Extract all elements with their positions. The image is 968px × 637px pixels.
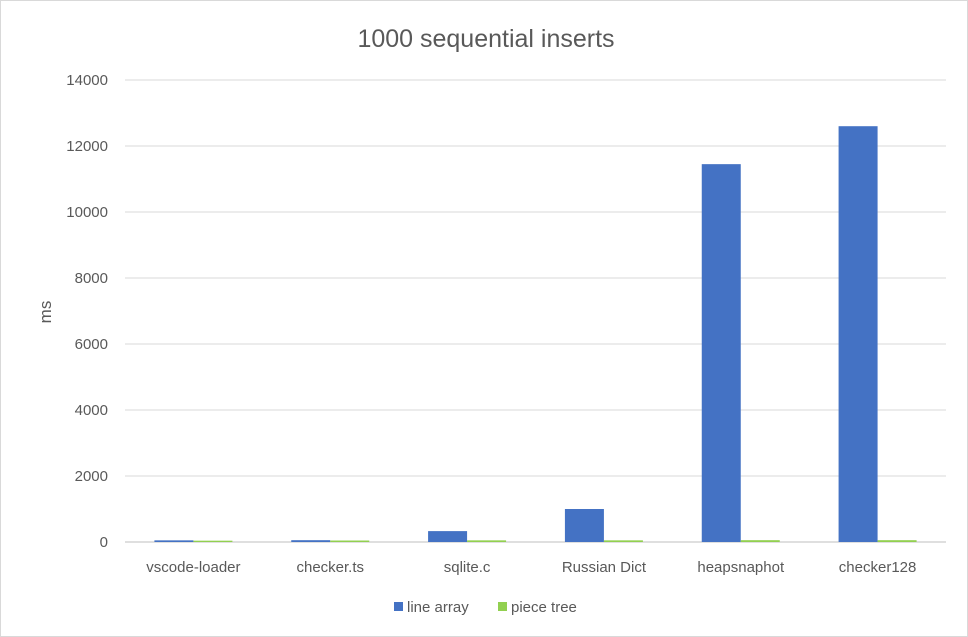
legend-label-piece-tree: piece tree — [511, 599, 577, 616]
y-axis-title: ms — [36, 301, 55, 324]
bar-line-array-1 — [291, 540, 331, 542]
y-tick-label: 4000 — [75, 402, 108, 419]
y-tick-label: 14000 — [66, 72, 108, 89]
legend: line array piece tree — [394, 599, 577, 616]
y-tick-label: 0 — [100, 534, 108, 551]
axis-labels: 0 2000 4000 6000 8000 10000 12000 14000 vscode-l… — [66, 72, 916, 576]
y-tick-label: 2000 — [75, 468, 108, 485]
x-tick-label: Russian Dict — [562, 559, 647, 576]
bar-piece-tree-3 — [603, 540, 643, 542]
bar-line-array-5 — [838, 126, 878, 542]
bar-piece-tree-5 — [877, 540, 917, 542]
legend-swatch-line-array — [394, 602, 403, 611]
x-tick-label: vscode-loader — [146, 559, 240, 576]
bar-piece-tree-4 — [740, 540, 780, 542]
bar-line-array-4 — [701, 164, 741, 542]
bar-line-array-0 — [154, 540, 194, 542]
legend-label-line-array: line array — [407, 599, 469, 616]
bar-piece-tree-1 — [330, 540, 370, 542]
x-tick-label: sqlite.c — [444, 559, 491, 576]
legend-swatch-piece-tree — [498, 602, 507, 611]
bar-piece-tree-2 — [467, 540, 507, 542]
y-tick-label: 6000 — [75, 336, 108, 353]
y-tick-label: 12000 — [66, 138, 108, 155]
bar-line-array-3 — [564, 509, 604, 542]
bars — [154, 126, 917, 542]
chart-title: 1000 sequential inserts — [357, 25, 614, 53]
y-tick-label: 10000 — [66, 204, 108, 221]
y-tick-label: 8000 — [75, 270, 108, 287]
x-tick-label: heapsnaphot — [697, 559, 785, 576]
bar-piece-tree-0 — [193, 540, 233, 542]
x-tick-label: checker128 — [839, 559, 917, 576]
bar-line-array-2 — [428, 531, 468, 542]
x-tick-label: checker.ts — [296, 559, 364, 576]
gridlines — [125, 79, 946, 543]
